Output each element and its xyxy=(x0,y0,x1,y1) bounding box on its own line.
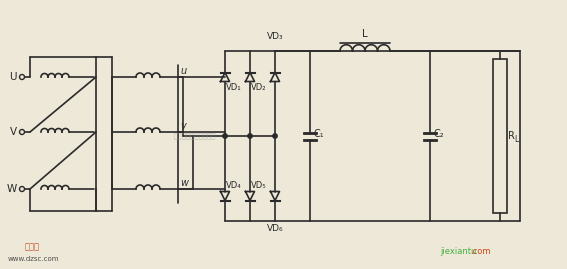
Circle shape xyxy=(248,134,252,138)
Circle shape xyxy=(273,134,277,138)
Text: 杭州符睿科技有限公司: 杭州符睿科技有限公司 xyxy=(174,133,216,139)
Text: VD₆: VD₆ xyxy=(266,224,284,233)
Text: L: L xyxy=(362,29,368,39)
Text: VD₃: VD₃ xyxy=(266,32,284,41)
Text: 找图片: 找图片 xyxy=(24,242,40,252)
Text: VD₂: VD₂ xyxy=(251,83,266,91)
Bar xyxy=(493,59,507,213)
Text: w: w xyxy=(180,178,188,188)
Text: .com: .com xyxy=(470,247,490,257)
Text: u: u xyxy=(180,66,186,76)
Text: VD₅: VD₅ xyxy=(251,180,266,189)
Text: C₁: C₁ xyxy=(314,129,325,139)
Text: jiexiantu: jiexiantu xyxy=(440,247,476,257)
Text: VD₁: VD₁ xyxy=(226,83,242,91)
Text: C₂: C₂ xyxy=(434,129,445,139)
Text: U: U xyxy=(10,72,17,82)
Text: www.dzsc.com: www.dzsc.com xyxy=(8,256,60,262)
Text: VD₄: VD₄ xyxy=(226,180,242,189)
Text: v: v xyxy=(180,121,186,131)
Text: L: L xyxy=(514,134,518,143)
Circle shape xyxy=(223,134,227,138)
Text: W: W xyxy=(7,184,17,194)
Text: V: V xyxy=(10,127,17,137)
Text: R: R xyxy=(508,131,515,141)
